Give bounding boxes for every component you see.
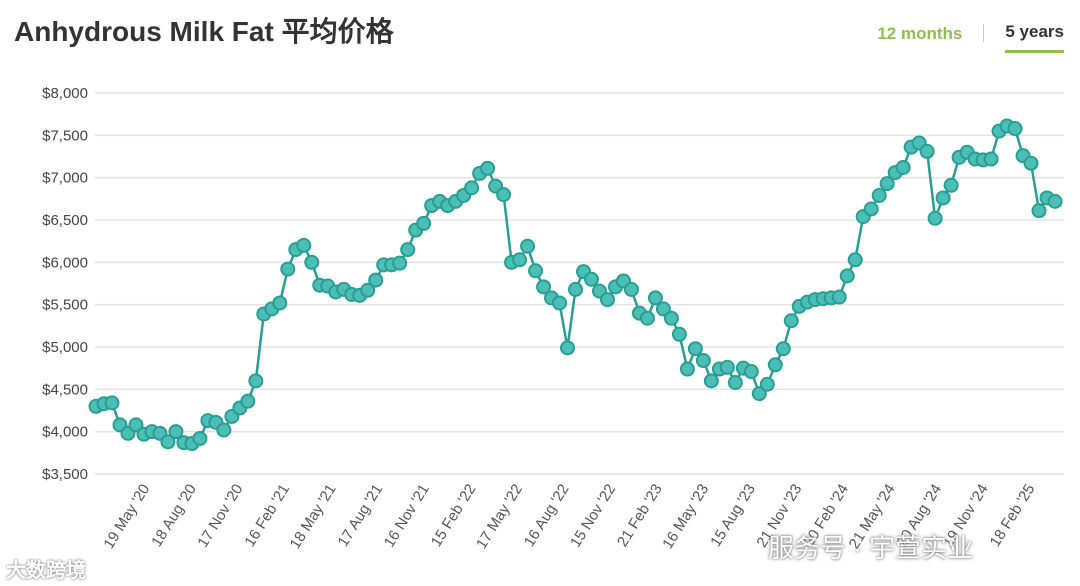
data-point xyxy=(360,282,376,298)
x-tick-label: 15 Feb '22 xyxy=(428,481,480,550)
data-point xyxy=(480,160,496,176)
data-point xyxy=(280,261,296,277)
data-point xyxy=(655,301,671,317)
data-point xyxy=(1047,193,1063,209)
data-point xyxy=(783,313,799,329)
data-point xyxy=(392,255,408,271)
data-point xyxy=(599,292,615,308)
data-point xyxy=(512,252,528,268)
x-tick-label: 17 Aug '21 xyxy=(335,481,387,550)
watermark-left: 大数跨境 xyxy=(6,560,86,582)
data-point xyxy=(552,295,568,311)
data-point xyxy=(839,268,855,284)
data-point xyxy=(919,143,935,159)
y-tick-label: $4,000 xyxy=(42,424,88,441)
data-point xyxy=(1031,203,1047,219)
data-point xyxy=(240,393,256,409)
data-point xyxy=(128,417,144,433)
data-point xyxy=(416,215,432,231)
data-point xyxy=(168,424,184,440)
data-point xyxy=(647,290,663,306)
data-point xyxy=(847,252,863,268)
data-point xyxy=(895,160,911,176)
data-point xyxy=(775,341,791,357)
data-point xyxy=(703,373,719,389)
data-point xyxy=(568,281,583,297)
data-point xyxy=(216,422,232,438)
chart-grid xyxy=(95,92,1064,475)
data-point xyxy=(296,237,312,253)
y-axis: $3,500 $4,000 $4,500 $5,000 $5,500 $6,000 $6,5… xyxy=(42,85,88,483)
data-point xyxy=(192,430,208,446)
data-point xyxy=(863,201,879,217)
data-point xyxy=(368,272,384,288)
data-point xyxy=(767,357,783,373)
y-tick-label: $7,500 xyxy=(42,127,88,144)
data-point xyxy=(639,310,655,326)
x-tick-label: 15 Nov '22 xyxy=(567,481,619,550)
period-tabs: 12 months 5 years xyxy=(877,20,1064,53)
data-point xyxy=(687,341,703,357)
data-point xyxy=(679,361,695,377)
y-tick-label: $6,500 xyxy=(42,212,88,229)
y-tick-label: $4,500 xyxy=(42,381,88,398)
x-tick-label: 18 Feb '25 xyxy=(987,481,1039,550)
data-point xyxy=(496,187,512,203)
page-title: Anhydrous Milk Fat 平均价格 xyxy=(14,16,394,47)
data-point xyxy=(560,340,576,356)
data-point xyxy=(727,375,743,391)
x-tick-label: 19 May '20 xyxy=(100,481,153,552)
data-point xyxy=(663,310,679,326)
watermark-right: 服务号 · 宇萱实业 xyxy=(768,533,974,563)
data-point xyxy=(520,238,536,254)
series-layer xyxy=(88,118,1063,452)
data-point xyxy=(1023,155,1039,171)
data-point xyxy=(528,263,544,279)
data-point xyxy=(695,353,711,369)
x-tick-label: 15 Aug '23 xyxy=(707,481,759,550)
x-tick-label: 16 Aug '22 xyxy=(521,481,573,550)
data-point xyxy=(751,386,767,402)
x-tick-label: 16 Nov '21 xyxy=(381,481,433,550)
data-point xyxy=(304,254,320,270)
data-point xyxy=(536,279,552,295)
x-tick-label: 17 May '22 xyxy=(473,481,526,552)
y-tick-label: $5,000 xyxy=(42,339,88,356)
y-tick-label: $3,500 xyxy=(42,466,88,483)
tab-5-years[interactable]: 5 years xyxy=(1005,20,1064,53)
data-point xyxy=(104,395,120,411)
data-point xyxy=(871,187,887,203)
data-point xyxy=(583,271,599,287)
data-point xyxy=(927,210,943,226)
data-point xyxy=(272,295,288,311)
data-point xyxy=(831,289,847,305)
x-tick-label: 21 Feb '23 xyxy=(614,481,666,550)
data-point xyxy=(719,359,735,375)
y-tick-label: $8,000 xyxy=(42,85,88,102)
data-point xyxy=(1007,121,1023,137)
tab-12-months[interactable]: 12 months xyxy=(877,22,962,52)
x-tick-label: 16 May '23 xyxy=(659,481,712,552)
data-point xyxy=(623,281,639,297)
data-point xyxy=(743,364,759,380)
tab-divider xyxy=(983,23,985,42)
x-tick-label: 18 Aug '20 xyxy=(148,481,200,550)
data-point xyxy=(671,326,687,342)
x-tick-label: 17 Nov '20 xyxy=(194,481,246,550)
data-point xyxy=(879,176,895,192)
data-point xyxy=(943,177,959,193)
y-tick-label: $7,000 xyxy=(42,170,88,187)
data-point xyxy=(160,434,176,450)
data-point xyxy=(248,373,264,389)
data-point xyxy=(400,242,416,258)
data-point xyxy=(759,376,775,392)
data-point xyxy=(983,151,999,167)
x-tick-label: 16 Feb '21 xyxy=(241,481,293,550)
y-tick-label: $6,000 xyxy=(42,254,88,271)
data-point xyxy=(464,180,480,196)
x-tick-label: 18 May '21 xyxy=(287,481,340,552)
data-point xyxy=(935,190,951,206)
y-tick-label: $5,500 xyxy=(42,297,88,314)
